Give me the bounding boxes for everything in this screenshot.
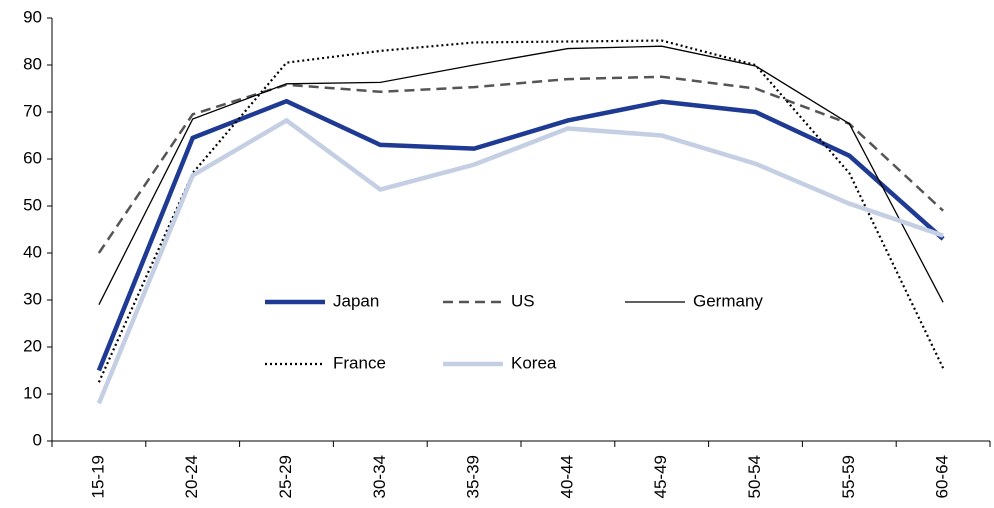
y-tick-label: 90: [23, 7, 42, 26]
series-line: [96, 117, 944, 405]
y-tick-label: 60: [23, 148, 42, 167]
x-tick-label: 15-19: [88, 455, 107, 498]
y-tick-label: 10: [23, 383, 42, 402]
y-tick-label: 50: [23, 195, 42, 214]
y-tick-label: 0: [33, 430, 42, 449]
series-line: [96, 98, 945, 372]
x-tick-label: 55-59: [839, 455, 858, 498]
x-tick-label: 25-29: [276, 455, 295, 498]
x-tick-label: 35-39: [464, 455, 483, 498]
x-tick-label: 60-64: [933, 455, 952, 498]
legend-label: France: [333, 353, 386, 372]
x-tick-label: 30-34: [370, 455, 389, 498]
x-tick-label: 40-44: [557, 455, 576, 498]
y-tick-label: 70: [23, 101, 42, 120]
y-tick-label: 80: [23, 54, 42, 73]
series-line: [98, 45, 944, 305]
series-line: [97, 39, 945, 383]
x-tick-label: 50-54: [745, 455, 764, 498]
y-tick-label: 20: [23, 336, 42, 355]
y-tick-label: 40: [23, 242, 42, 261]
x-tick-label: 20-24: [182, 455, 201, 498]
legend-label: Korea: [511, 353, 557, 372]
legend-label: Japan: [333, 291, 379, 310]
y-tick-label: 30: [23, 289, 42, 308]
legend-label: Germany: [693, 291, 763, 310]
series-line: [97, 75, 944, 254]
x-tick-label: 45-49: [651, 455, 670, 498]
legend-label: US: [511, 291, 535, 310]
